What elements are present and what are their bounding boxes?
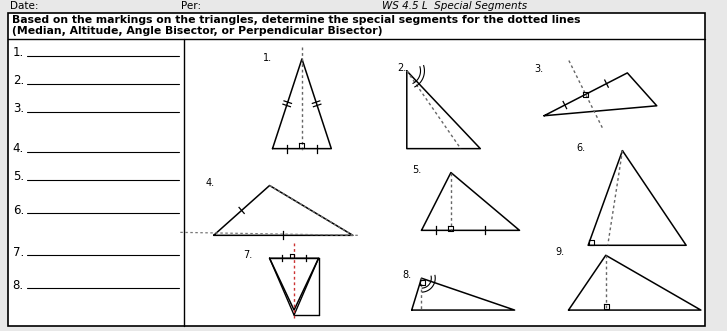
Text: 3.: 3. — [13, 102, 24, 115]
Text: 7.: 7. — [13, 246, 24, 259]
Text: 8.: 8. — [402, 270, 411, 280]
Text: (Median, Altitude, Angle Bisector, or Perpendicular Bisector): (Median, Altitude, Angle Bisector, or Pe… — [12, 26, 382, 36]
Text: 8.: 8. — [13, 279, 24, 292]
Text: 4.: 4. — [206, 177, 215, 188]
Text: 1.: 1. — [13, 46, 24, 60]
Text: 2.: 2. — [13, 74, 24, 87]
Text: Based on the markings on the triangles, determine the special segments for the d: Based on the markings on the triangles, … — [12, 15, 580, 25]
Text: Per:: Per: — [181, 1, 201, 11]
Text: WS 4.5 L  Special Segments: WS 4.5 L Special Segments — [382, 1, 527, 11]
Text: 5.: 5. — [13, 170, 24, 183]
Polygon shape — [8, 13, 704, 326]
Text: 1.: 1. — [262, 53, 272, 63]
Text: 3.: 3. — [534, 64, 543, 74]
Text: 6.: 6. — [577, 143, 585, 153]
Text: 9.: 9. — [555, 247, 565, 257]
Text: 2.: 2. — [397, 63, 406, 73]
Text: 6.: 6. — [13, 204, 24, 217]
Text: 4.: 4. — [13, 142, 24, 155]
Text: 5.: 5. — [411, 165, 421, 174]
Text: 7.: 7. — [243, 250, 252, 260]
Text: Date:: Date: — [9, 1, 39, 11]
